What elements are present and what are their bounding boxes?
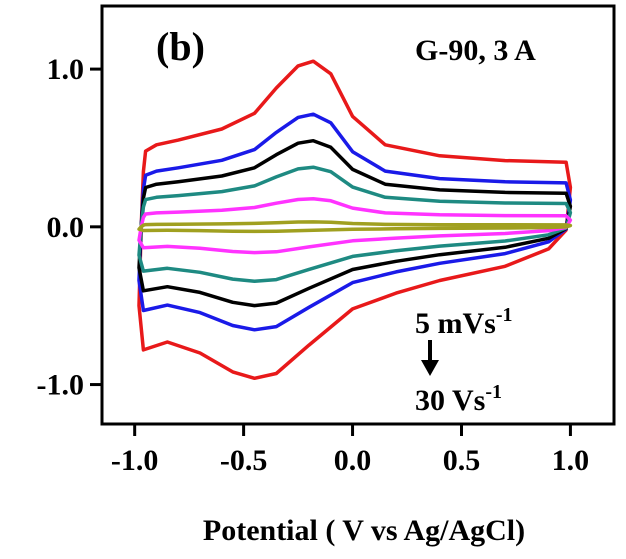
scan-rate-end: 30 Vs-1 — [415, 381, 502, 417]
panel-label: (b) — [156, 24, 205, 69]
x-tick-label: 0.5 — [443, 444, 481, 477]
y-tick-label: 0.0 — [47, 211, 85, 244]
x-tick-label: -1.0 — [111, 444, 159, 477]
cv-curve-4 — [137, 196, 573, 255]
x-tick-label: 1.0 — [552, 444, 590, 477]
cv-curve-0 — [137, 59, 573, 381]
y-tick-label: -1.0 — [37, 369, 85, 402]
series-layer — [137, 59, 573, 381]
x-tick-label: -0.5 — [220, 444, 268, 477]
cv-curve-5 — [137, 220, 573, 234]
x-tick-label: 0.0 — [334, 444, 372, 477]
y-tick-label: 1.0 — [47, 53, 85, 86]
x-axis-title: Potential ( V vs Ag/AgCl) — [203, 514, 525, 547]
plot-frame — [100, 4, 616, 426]
down-arrow-icon — [421, 340, 439, 376]
sample-label: G-90, 3 A — [415, 34, 536, 67]
cv-curve-3 — [137, 165, 573, 284]
cv-curve-1 — [137, 112, 573, 332]
cv-curve-2 — [137, 138, 573, 308]
scan-rate-start: 5 mVs-1 — [415, 304, 513, 340]
ticks: -1.0 -0.5 0.0 0.5 1.0 1.0 0.0 -1.0 — [37, 53, 590, 477]
